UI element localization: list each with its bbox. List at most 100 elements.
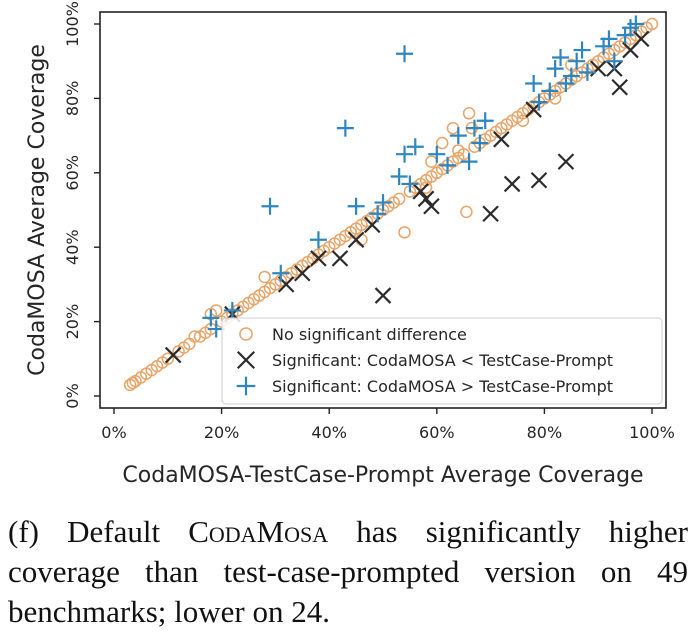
higher-point — [223, 301, 241, 319]
higher-point — [396, 145, 414, 163]
x-marker-stroke — [503, 175, 521, 193]
lower-point — [374, 287, 392, 304]
higher-point — [449, 127, 467, 145]
lower-point — [294, 264, 311, 282]
x-marker-stroke — [310, 250, 327, 267]
y-tick-label: 80% — [63, 81, 82, 117]
no-difference-point — [161, 352, 175, 366]
caption-system-name: CodaMosa — [188, 514, 329, 549]
legend-label: No significant difference — [272, 325, 467, 344]
higher-point — [439, 156, 457, 174]
lower-point — [482, 205, 499, 222]
higher-point — [471, 134, 489, 152]
no-difference-point — [344, 226, 357, 239]
x-marker-stroke — [294, 264, 311, 282]
no-difference-point — [258, 270, 271, 284]
lower-point — [423, 198, 440, 215]
higher-point — [568, 52, 586, 70]
higher-point — [573, 41, 591, 59]
x-marker-stroke — [589, 60, 607, 77]
x-marker-stroke — [423, 198, 440, 215]
x-marker-stroke — [331, 250, 349, 267]
chart-svg: 0% 20% 40% 60% 80% 100% 0% 20% 40% 60% 80% 100% Cod… — [25, 1, 675, 488]
y-tick-label: 100% — [63, 1, 82, 47]
x-marker-stroke — [482, 205, 499, 222]
x-tick-label: 40% — [311, 423, 347, 442]
scatter-chart: 0% 20% 40% 60% 80% 100% 0% 20% 40% 60% 80% 100% Cod… — [25, 1, 675, 488]
x-marker-stroke — [417, 190, 435, 208]
no-difference-point — [435, 136, 449, 150]
higher-point — [578, 63, 596, 81]
x-marker-stroke — [557, 153, 575, 170]
y-tick-label: 60% — [63, 155, 82, 191]
x-tick-label: 80% — [527, 423, 563, 442]
higher-point — [465, 119, 483, 137]
legend-marker — [239, 327, 253, 341]
lower-point — [310, 250, 327, 267]
higher-point — [476, 112, 494, 130]
higher-point — [605, 52, 623, 70]
higher-point — [546, 60, 564, 78]
no-difference-point — [392, 192, 406, 206]
higher-point — [390, 168, 408, 186]
x-marker-stroke — [374, 287, 392, 304]
legend-marker — [236, 350, 256, 370]
x-marker-stroke — [632, 30, 650, 48]
caption-text: has significantly higher coverage than t… — [8, 514, 688, 629]
higher-point — [396, 45, 414, 63]
higher-point — [541, 82, 559, 100]
higher-point — [552, 48, 570, 66]
higher-point — [406, 138, 424, 156]
higher-point — [401, 175, 419, 193]
x-marker-stroke — [277, 276, 295, 293]
lower-point — [611, 78, 628, 96]
y-axis-label: CodaMOSA Average Coverage — [25, 44, 50, 376]
higher-point — [460, 153, 478, 171]
series-higher — [202, 15, 645, 338]
no-difference-point — [398, 226, 411, 239]
lower-point — [632, 30, 650, 48]
higher-point — [336, 119, 354, 137]
no-difference-point — [462, 107, 476, 120]
no-difference-point — [645, 17, 659, 31]
x-marker-stroke — [347, 231, 365, 249]
lower-point — [417, 190, 435, 208]
no-difference-point — [188, 330, 201, 343]
caption-prefix: (f) Default — [8, 514, 189, 549]
legend-marker — [236, 376, 256, 396]
no-difference-point — [516, 114, 530, 127]
higher-point — [525, 75, 543, 93]
lower-point — [589, 60, 607, 77]
x-marker-stroke — [611, 78, 628, 96]
x-marker-stroke — [412, 183, 429, 200]
lower-point — [557, 153, 575, 170]
higher-point — [562, 67, 580, 85]
x-tick-label: 0% — [101, 423, 126, 442]
x-tick-label: 60% — [419, 423, 455, 442]
lower-point — [412, 183, 429, 200]
x-marker-stroke — [236, 350, 256, 370]
lower-point — [493, 131, 510, 148]
lower-point — [530, 171, 548, 189]
x-tick-label: 20% — [204, 423, 240, 442]
y-tick-label: 40% — [63, 229, 82, 265]
lower-point — [331, 250, 349, 267]
y-tick-label: 20% — [63, 304, 82, 340]
legend-box — [221, 317, 663, 405]
legend-label: Significant: CodaMOSA > TestCase-Prompt — [272, 377, 613, 396]
no-difference-point — [452, 144, 465, 157]
higher-point — [600, 30, 618, 48]
higher-point — [530, 93, 548, 111]
x-axis-label: CodaMOSA-TestCase-Prompt Average Coverag… — [122, 463, 643, 488]
legend: No significant difference Significant: Co… — [221, 317, 663, 405]
no-difference-point — [460, 205, 473, 219]
higher-point — [347, 197, 365, 215]
no-difference-point — [419, 181, 433, 194]
higher-point — [428, 145, 446, 163]
higher-point — [374, 194, 392, 212]
higher-point — [369, 205, 387, 223]
x-tick-label: 100% — [629, 423, 675, 442]
higher-point — [202, 309, 220, 327]
x-marker-stroke — [530, 171, 548, 189]
figure-caption: (f) Default CodaMosa has significantly h… — [8, 512, 688, 632]
